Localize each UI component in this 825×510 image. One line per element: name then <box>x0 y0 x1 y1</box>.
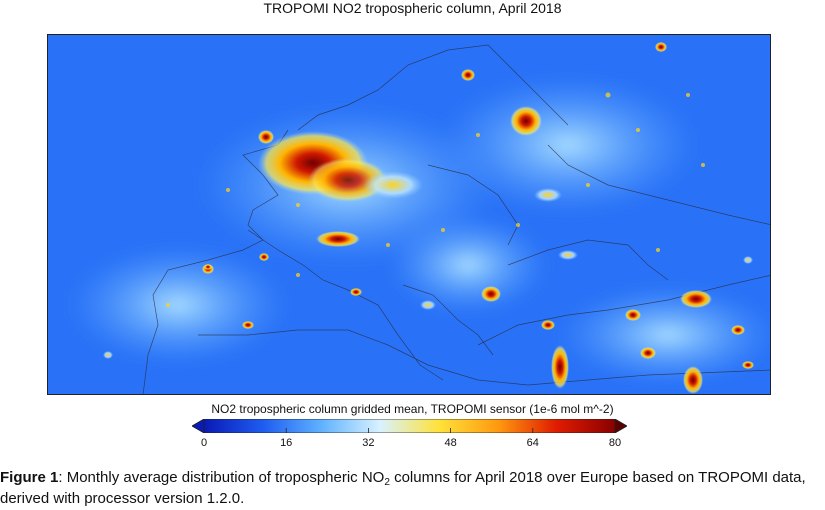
figure-caption: Figure 1: Monthly average distribution o… <box>0 467 825 509</box>
colorbar <box>192 419 627 433</box>
colorbar-tick-label: 0 <box>200 437 208 449</box>
colorbar-tick-label: 80 <box>608 437 622 449</box>
hotspot-tehran <box>680 290 712 308</box>
hotspot-cairo <box>551 345 569 389</box>
colorbar-ticks <box>203 428 616 433</box>
colorbar-title: NO2 tropospheric column gridded mean, TR… <box>211 402 614 416</box>
hotspot-moscow <box>510 106 542 136</box>
caption-text-after: columns for April 2018 over Europe based… <box>0 469 806 507</box>
no2-hotspots <box>103 42 754 394</box>
colorbar-bar <box>203 419 616 433</box>
hotspot-persian-gulf <box>683 366 703 394</box>
hotspot-po-valley <box>316 231 360 247</box>
colorbar-tick-label: 48 <box>444 437 457 449</box>
coastlines <box>142 44 770 394</box>
colorbar-max-arrow <box>614 419 627 433</box>
colorbar-min-arrow <box>192 419 205 433</box>
small-sources <box>166 92 705 307</box>
no2-map <box>47 34 771 395</box>
hotspot-london <box>258 130 274 144</box>
caption-text-before: : Monthly average distribution of tropos… <box>58 469 385 486</box>
map-title: TROPOMI NO2 tropospheric column, April 2… <box>263 0 562 16</box>
colorbar-tick-label: 32 <box>362 437 375 449</box>
hotspot-istanbul <box>481 286 501 302</box>
caption-label: Figure 1 <box>0 469 59 486</box>
hotspot-st-petersburg <box>461 69 475 81</box>
no2-map-svg <box>48 35 770 394</box>
colorbar-tick-label: 16 <box>280 437 293 449</box>
colorbar-tick-label: 64 <box>526 437 539 449</box>
hotspot-barcelona <box>259 253 269 261</box>
caption-subscript: 2 <box>384 477 390 488</box>
